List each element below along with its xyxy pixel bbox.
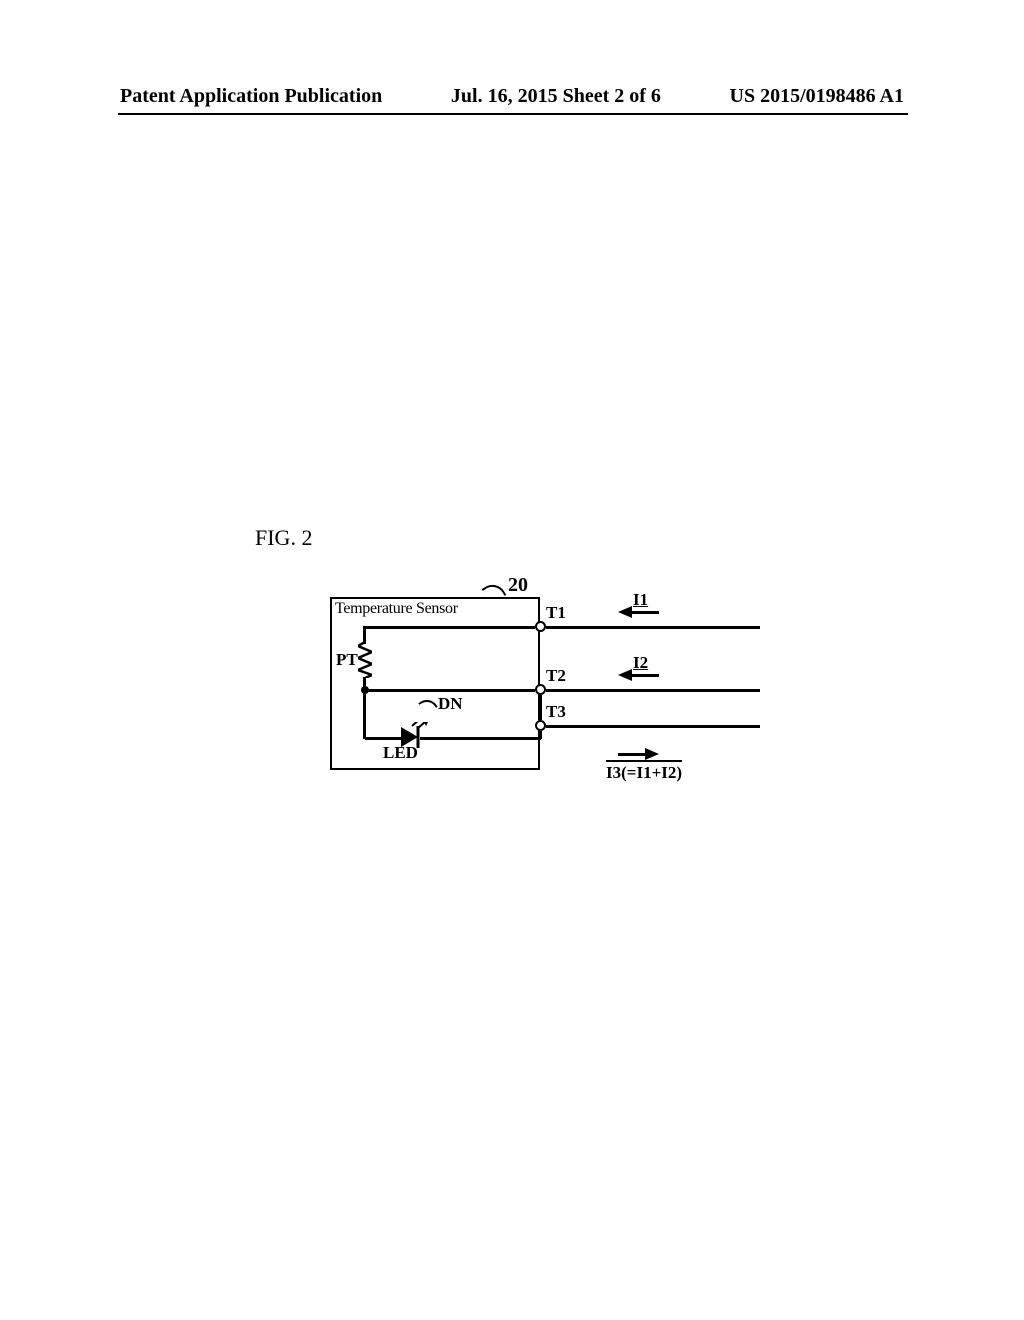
sensor-box (330, 597, 540, 770)
page-header: Patent Application Publication Jul. 16, … (0, 85, 1024, 108)
label-led: LED (383, 743, 418, 763)
label-t3: T3 (546, 702, 566, 722)
wire-t1-inside (365, 626, 535, 629)
terminal-t3 (535, 720, 546, 731)
header-left: Patent Application Publication (120, 85, 382, 108)
wire-t1-outside (546, 626, 760, 629)
header-right: US 2015/0198486 A1 (730, 85, 904, 108)
terminal-t1 (535, 621, 546, 632)
label-t1: T1 (546, 603, 566, 623)
arrow-i3-tail (618, 753, 646, 756)
wire-t2-t3 (539, 695, 542, 720)
arrow-i1 (618, 606, 632, 618)
wire-t2-inside (367, 689, 535, 692)
wire-led-down (363, 692, 366, 739)
arrow-i3 (645, 748, 659, 760)
header-center: Jul. 16, 2015 Sheet 2 of 6 (451, 85, 661, 108)
figure-label: FIG. 2 (255, 525, 312, 551)
arrow-i2 (618, 669, 632, 681)
wire-t3-outside (546, 725, 760, 728)
label-t2: T2 (546, 666, 566, 686)
terminal-t2 (535, 684, 546, 695)
wire-led-left (365, 737, 402, 740)
arrow-i1-tail (631, 611, 659, 614)
wire-led-right (420, 737, 535, 740)
arrow-i2-tail (631, 674, 659, 677)
label-pt: PT (336, 650, 358, 670)
ref-number-20: 20 (508, 574, 528, 597)
wire-t3-to-led (535, 737, 541, 740)
circuit-diagram: 20 Temperature Sensor T1 I1 PT T2 I2 (320, 580, 760, 800)
header-divider (118, 113, 908, 115)
label-i1: I1 (633, 590, 648, 610)
wire-t2-outside (546, 689, 760, 692)
label-i2: I2 (633, 653, 648, 673)
label-i3: I3(=I1+I2) (606, 760, 682, 783)
label-dn: DN (438, 694, 463, 714)
pt-resistor-icon (358, 642, 372, 678)
box-title: Temperature Sensor (335, 600, 458, 618)
